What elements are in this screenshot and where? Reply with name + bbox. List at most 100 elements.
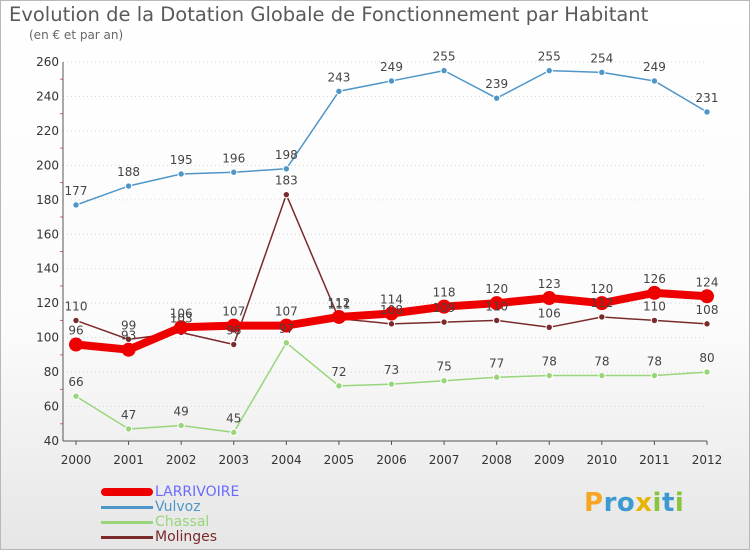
data-label-molinges: 106: [538, 306, 561, 320]
y-tick-label: 160: [36, 227, 59, 241]
data-label-chassal: 49: [174, 404, 189, 418]
data-label-molinges: 96: [226, 324, 241, 338]
data-label-vulvoz: 249: [643, 60, 666, 74]
logo-letter: x: [635, 488, 653, 518]
data-label-molinges: 110: [485, 299, 508, 313]
data-point-vulvoz: [703, 108, 711, 116]
data-point-vulvoz: [440, 66, 448, 75]
logo-letter: P: [584, 488, 604, 518]
data-label-chassal: 78: [647, 355, 662, 369]
series-line-vulvoz: [75, 69, 708, 206]
data-point-molinges: [598, 313, 606, 321]
logo-letter: t: [661, 488, 675, 518]
data-point-chassal: [492, 373, 501, 381]
data-point-larrivoire: [489, 296, 504, 311]
legend-label-larrivoire: LARRIVOIRE: [155, 484, 240, 500]
data-label-vulvoz: 177: [65, 184, 88, 198]
data-point-molinges: [72, 316, 80, 325]
data-label-larrivoire: 93: [121, 329, 136, 343]
data-point-larrivoire: [437, 299, 452, 314]
data-point-larrivoire: [331, 309, 346, 324]
chart-subtitle: (en € et par an): [29, 28, 124, 42]
data-label-larrivoire: 106: [170, 306, 193, 320]
data-label-vulvoz: 255: [538, 50, 561, 64]
data-point-chassal: [703, 368, 711, 376]
data-point-molinges: [124, 335, 133, 344]
data-label-vulvoz: 255: [433, 50, 456, 64]
data-label-molinges: 111: [327, 298, 350, 312]
data-point-vulvoz: [650, 77, 659, 85]
data-label-molinges: 103: [170, 311, 193, 325]
data-point-chassal: [650, 371, 659, 380]
data-label-larrivoire: 114: [380, 293, 403, 307]
data-point-larrivoire: [226, 318, 241, 333]
data-point-vulvoz: [598, 68, 606, 77]
data-label-molinges: 108: [696, 303, 719, 317]
data-point-larrivoire: [542, 291, 557, 306]
data-point-molinges: [282, 190, 291, 199]
data-point-chassal: [124, 425, 133, 433]
data-point-larrivoire: [174, 320, 189, 335]
data-point-vulvoz: [545, 66, 553, 75]
data-point-larrivoire: [69, 337, 83, 352]
chart-title: Evolution de la Dotation Globale de Fonc…: [9, 3, 649, 26]
logo-letter: i: [674, 488, 685, 518]
data-label-molinges: 183: [275, 174, 298, 188]
data-label-larrivoire: 126: [643, 272, 666, 286]
data-label-vulvoz: 195: [170, 153, 193, 167]
data-label-vulvoz: 196: [222, 151, 245, 165]
legend-swatch-larrivoire: [101, 488, 153, 496]
data-label-chassal: 77: [489, 356, 504, 370]
data-label-vulvoz: 249: [380, 60, 403, 74]
legend-swatch-molinges: [101, 536, 153, 539]
data-point-larrivoire: [700, 289, 714, 304]
data-label-chassal: 78: [594, 355, 609, 369]
data-label-chassal: 80: [699, 351, 714, 365]
data-label-chassal: 72: [331, 365, 346, 379]
data-point-larrivoire: [279, 318, 294, 333]
y-tick-label: 60: [44, 400, 59, 414]
data-label-molinges: 112: [590, 296, 613, 310]
data-label-chassal: 66: [68, 375, 83, 389]
legend-label-chassal: Chassal: [155, 514, 210, 530]
data-point-vulvoz: [124, 182, 133, 190]
data-point-vulvoz: [230, 168, 238, 176]
data-point-vulvoz: [492, 94, 501, 102]
data-point-chassal: [598, 371, 606, 380]
y-tick-label: 120: [36, 296, 59, 310]
legend-label-molinges: Molinges: [155, 529, 218, 545]
x-tick-label: 2004: [271, 453, 302, 467]
y-tick-label: 260: [36, 55, 59, 69]
y-tick-label: 200: [36, 158, 59, 172]
data-point-vulvoz: [387, 77, 396, 85]
data-label-chassal: 47: [121, 408, 136, 422]
data-point-larrivoire: [594, 296, 609, 311]
data-label-molinges: 108: [380, 303, 403, 317]
logo-letter: i: [652, 488, 662, 518]
data-label-molinges: 109: [433, 301, 456, 315]
data-point-molinges: [703, 320, 711, 328]
data-label-larrivoire: 107: [222, 305, 245, 319]
data-label-molinges: 110: [65, 299, 88, 313]
data-label-larrivoire: 124: [696, 275, 719, 289]
data-point-molinges: [545, 323, 553, 331]
data-label-vulvoz: 243: [327, 70, 350, 84]
x-tick-label: 2008: [481, 453, 512, 467]
x-tick-label: 2011: [639, 453, 670, 467]
x-tick-label: 2003: [218, 453, 249, 467]
data-point-vulvoz: [72, 201, 80, 209]
x-tick-label: 2005: [324, 453, 355, 467]
data-label-molinges: 110: [643, 299, 666, 313]
data-point-larrivoire: [647, 285, 662, 300]
x-tick-label: 2001: [113, 453, 144, 467]
y-tick-label: 80: [44, 365, 59, 379]
data-label-larrivoire: 120: [590, 282, 613, 296]
legend-swatch-chassal: [101, 521, 153, 524]
legend-label-vulvoz: Vulvoz: [155, 499, 201, 515]
y-tick-label: 220: [36, 124, 59, 138]
data-label-chassal: 97: [279, 322, 294, 336]
data-label-vulvoz: 231: [696, 91, 719, 105]
y-tick-label: 40: [44, 434, 59, 448]
data-point-molinges: [230, 340, 238, 349]
